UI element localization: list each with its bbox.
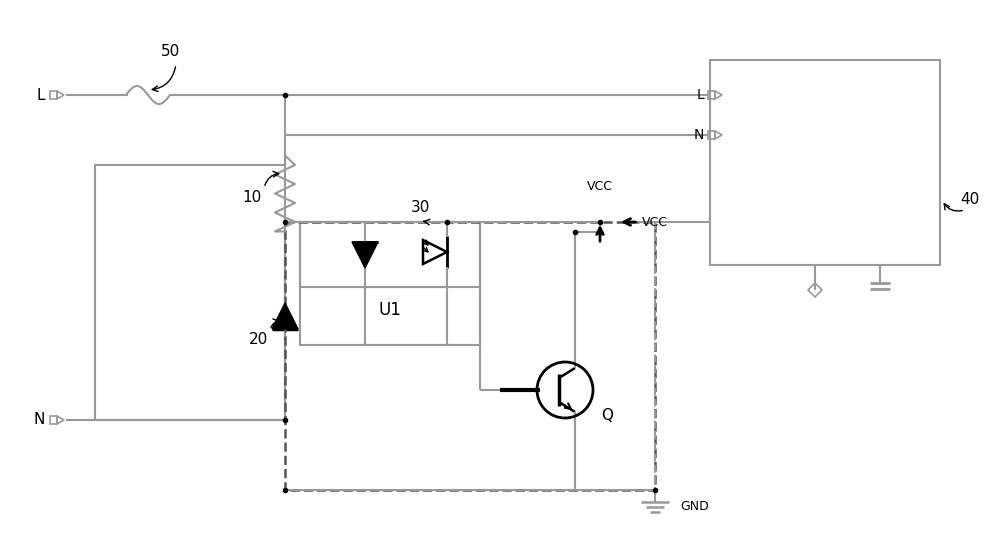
Text: 20: 20 xyxy=(249,332,268,348)
Text: 50: 50 xyxy=(160,45,180,60)
Text: Q: Q xyxy=(601,407,613,422)
Text: 10: 10 xyxy=(243,190,262,205)
Text: 30: 30 xyxy=(410,200,430,215)
Text: N: N xyxy=(34,412,45,427)
Text: L: L xyxy=(696,88,704,102)
Text: VCC: VCC xyxy=(642,215,668,229)
Text: U1: U1 xyxy=(379,301,401,319)
Polygon shape xyxy=(352,242,378,268)
Text: VCC: VCC xyxy=(587,181,613,194)
Polygon shape xyxy=(272,303,298,329)
Text: L: L xyxy=(36,88,45,103)
Text: GND: GND xyxy=(680,500,709,512)
Text: 40: 40 xyxy=(960,193,979,208)
Text: N: N xyxy=(694,128,704,142)
